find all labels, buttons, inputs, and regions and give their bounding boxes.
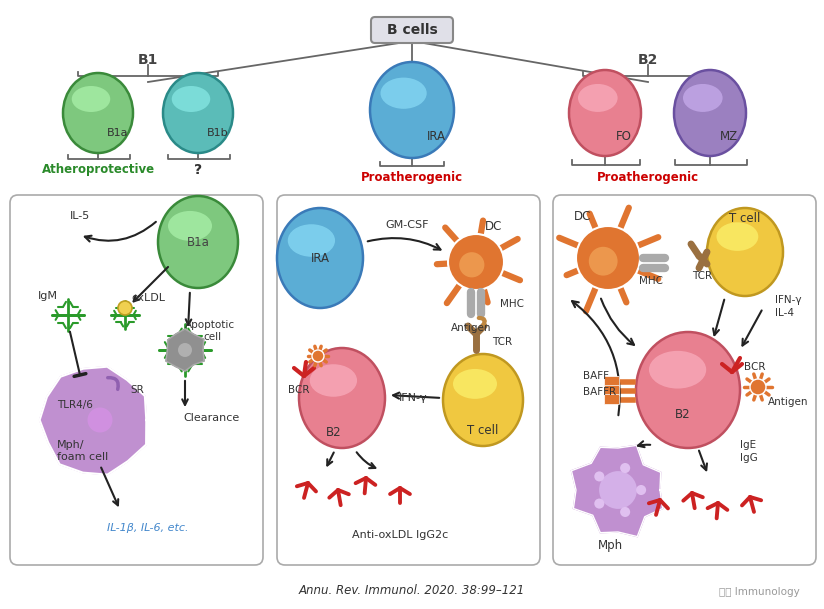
FancyBboxPatch shape [277,195,540,565]
Ellipse shape [453,369,497,399]
Ellipse shape [448,234,504,290]
Text: B2: B2 [675,409,691,421]
Text: TLR4/6: TLR4/6 [57,400,93,410]
Text: MHC: MHC [639,276,663,286]
Ellipse shape [569,70,641,156]
Text: MHC: MHC [500,299,524,309]
Text: B1b: B1b [207,128,229,138]
Text: B2: B2 [638,53,658,67]
Text: FO: FO [616,130,632,143]
Text: Antigen: Antigen [768,397,808,407]
Ellipse shape [599,471,637,509]
Text: BAFF: BAFF [583,371,609,381]
Text: B1: B1 [138,53,158,67]
Text: B1a: B1a [186,236,209,248]
FancyBboxPatch shape [605,395,620,404]
Text: B cells: B cells [386,23,438,37]
Text: IRA: IRA [311,252,330,264]
Text: IgM: IgM [38,291,58,301]
Text: DC: DC [485,220,503,233]
Circle shape [750,379,766,395]
Ellipse shape [63,73,133,153]
Text: BCR: BCR [744,362,765,372]
Ellipse shape [171,86,210,112]
Text: Apoptotic: Apoptotic [185,320,235,330]
Ellipse shape [589,247,618,276]
Ellipse shape [288,224,335,257]
Text: ?: ? [194,163,202,177]
Polygon shape [571,445,662,537]
Text: Antigen: Antigen [451,323,491,333]
Ellipse shape [87,407,113,432]
Text: foam cell: foam cell [57,452,108,462]
Circle shape [620,507,630,517]
FancyBboxPatch shape [10,195,263,565]
Text: IgE: IgE [740,440,756,450]
Ellipse shape [683,84,723,112]
Text: GM-CSF: GM-CSF [386,220,428,230]
Ellipse shape [576,226,640,290]
Circle shape [620,463,630,473]
Text: SR: SR [130,385,143,395]
Text: Proatherogenic: Proatherogenic [361,172,463,185]
Text: 闲谈 Immunology: 闲谈 Immunology [719,587,800,597]
Text: IL-4: IL-4 [775,308,794,318]
Circle shape [636,485,646,495]
Circle shape [594,471,604,482]
Ellipse shape [636,332,740,448]
Text: B2: B2 [326,426,342,440]
Ellipse shape [443,354,523,446]
Ellipse shape [158,196,238,288]
Text: Proatherogenic: Proatherogenic [597,172,699,185]
Text: Anti-oxLDL IgG2c: Anti-oxLDL IgG2c [352,530,448,540]
Text: TCR: TCR [492,337,513,347]
Ellipse shape [299,348,385,448]
Text: IgG: IgG [740,453,758,463]
Ellipse shape [578,84,618,112]
Ellipse shape [178,343,192,357]
Ellipse shape [674,70,746,156]
Text: oxLDL: oxLDL [131,293,165,303]
Ellipse shape [72,86,110,112]
Circle shape [594,499,604,509]
Text: Mph: Mph [597,538,623,552]
Ellipse shape [649,351,706,389]
Ellipse shape [163,73,233,153]
Ellipse shape [277,208,363,308]
Ellipse shape [168,211,212,241]
Ellipse shape [707,208,783,296]
Circle shape [118,301,132,315]
Text: IRA: IRA [427,130,446,143]
FancyBboxPatch shape [605,385,620,395]
Text: TCR: TCR [692,271,712,281]
Text: IL-1β, IL-6, etc.: IL-1β, IL-6, etc. [107,523,189,533]
Text: IFN-γ: IFN-γ [775,295,802,305]
Text: DC: DC [574,209,592,222]
FancyBboxPatch shape [605,376,620,387]
Text: Mph/: Mph/ [57,440,85,450]
Text: IL-5: IL-5 [70,211,90,221]
Ellipse shape [310,364,357,396]
Ellipse shape [459,252,485,278]
FancyBboxPatch shape [553,195,816,565]
Text: BCR: BCR [288,385,310,395]
Text: BAFFR: BAFFR [583,387,616,397]
Circle shape [312,350,324,362]
Text: cell: cell [203,332,221,342]
Text: T cell: T cell [467,423,499,437]
Text: Atheroprotective: Atheroprotective [41,163,155,177]
Text: IFN-γ: IFN-γ [399,393,428,403]
Text: Annu. Rev. Immunol. 2020. 38:99–121: Annu. Rev. Immunol. 2020. 38:99–121 [299,583,525,596]
Text: B1a: B1a [107,128,129,138]
FancyBboxPatch shape [371,17,453,43]
Ellipse shape [381,77,427,109]
Ellipse shape [717,222,758,251]
Polygon shape [166,329,204,371]
Text: MZ: MZ [720,130,738,143]
Text: Clearance: Clearance [184,413,240,423]
Ellipse shape [370,62,454,158]
Text: T cell: T cell [729,213,761,225]
Polygon shape [40,367,147,474]
